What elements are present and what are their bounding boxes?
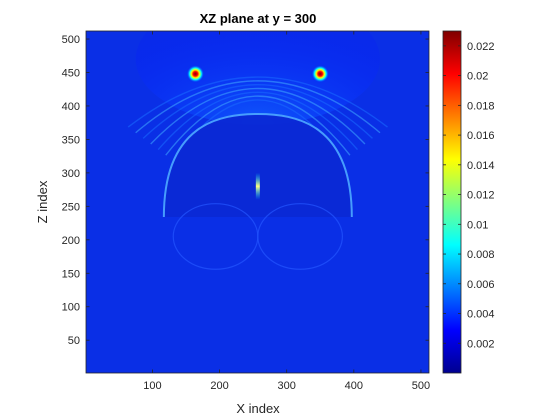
colorbar-tick-label: 0.022	[467, 41, 495, 53]
x-tick-label: 100	[143, 380, 161, 392]
y-tick-label: 50	[68, 335, 80, 347]
colorbar-tick-label: 0.002	[467, 338, 495, 350]
colorbar-tick-label: 0.016	[467, 130, 495, 142]
y-tick-label: 350	[62, 134, 80, 146]
colorbar	[442, 30, 462, 374]
dome-boundary	[162, 112, 353, 218]
y-axis: 50 100 150 200 250 300 350 400 450 500	[62, 34, 429, 347]
y-tick-label: 300	[62, 168, 80, 180]
x-axis-label: X index	[236, 401, 280, 416]
heatmap-plot	[86, 31, 429, 373]
plot-frame	[85, 30, 430, 374]
colorbar-tick-label: 0.01	[467, 219, 488, 231]
fringe-line	[135, 80, 381, 134]
colorbar-tick-label: 0.006	[467, 279, 495, 291]
hotspot	[311, 64, 330, 83]
x-tick-label: 500	[412, 380, 430, 392]
hotspot	[186, 64, 205, 83]
y-tick-label: 100	[62, 302, 80, 314]
x-axis: 100 200 300 400 500	[143, 31, 430, 392]
fringe-line	[150, 87, 366, 145]
colorbar-tick-label: 0.02	[467, 71, 488, 83]
upper-fringe-glow	[135, 31, 380, 125]
y-tick-label: 200	[62, 235, 80, 247]
y-axis-label: Z index	[35, 180, 50, 223]
colorbar-tick-label: 0.014	[467, 160, 495, 172]
heatmap-features	[127, 31, 388, 270]
colorbar-tick-label: 0.018	[467, 100, 495, 112]
x-tick-label: 300	[278, 380, 296, 392]
x-tick-label: 400	[345, 380, 363, 392]
center-spike	[255, 172, 260, 200]
colorbar-tick-label: 0.008	[467, 249, 495, 261]
x-tick-label: 200	[210, 380, 228, 392]
colorbar-tick-label: 0.012	[467, 190, 495, 202]
colorbar-ticks: 0.002 0.004 0.006 0.008 0.01 0.012 0.014 0.016 0…	[443, 41, 495, 350]
fringe-line	[157, 91, 358, 151]
y-tick-label: 450	[62, 67, 80, 79]
colorbar-tick-label: 0.004	[467, 309, 495, 321]
y-tick-label: 400	[62, 101, 80, 113]
lower-lobe	[257, 203, 344, 270]
fringe-line	[165, 95, 351, 156]
y-tick-label: 150	[62, 268, 80, 280]
y-tick-label: 500	[62, 34, 80, 46]
fringe-line	[142, 84, 373, 139]
y-tick-label: 250	[62, 201, 80, 213]
fringe-line	[127, 76, 388, 128]
chart-title: XZ plane at y = 300	[200, 11, 317, 26]
